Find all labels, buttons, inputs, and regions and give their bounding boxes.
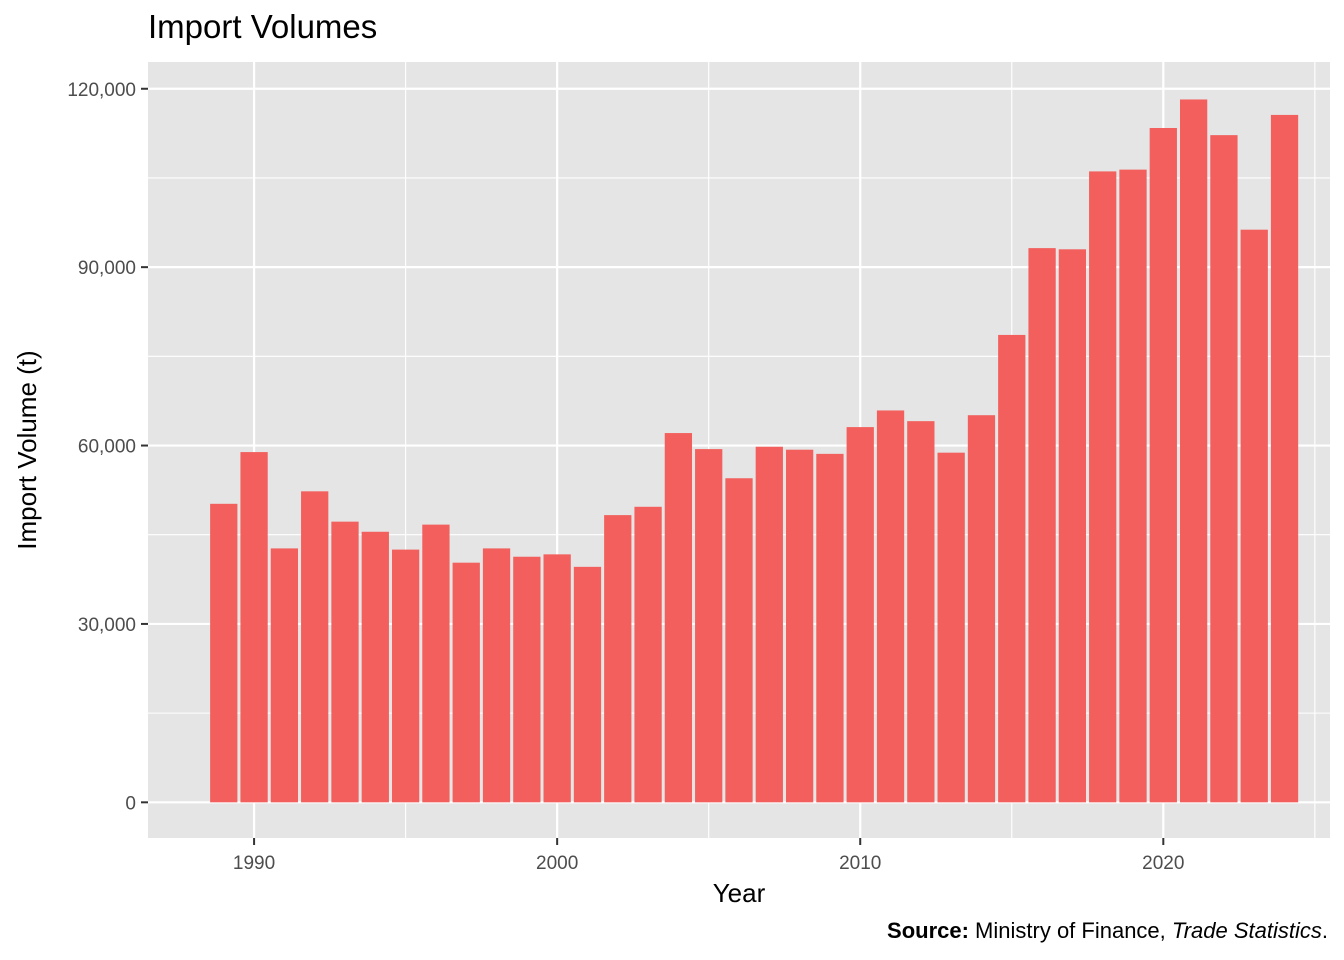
x-axis: 1990 2000 2010 2020 bbox=[233, 838, 1184, 874]
bar bbox=[240, 452, 268, 803]
chart-title: Import Volumes bbox=[148, 8, 378, 45]
bar bbox=[1240, 229, 1268, 803]
bar bbox=[270, 548, 299, 803]
bar bbox=[967, 415, 996, 803]
bar bbox=[725, 478, 753, 803]
bar bbox=[1119, 169, 1147, 803]
y-tick-label: 90,000 bbox=[78, 258, 136, 279]
bar bbox=[543, 554, 571, 803]
x-tick-label: 2020 bbox=[1142, 853, 1184, 874]
y-axis: 0 30,000 60,000 90,000 120,000 bbox=[67, 80, 148, 814]
y-tick-label: 60,000 bbox=[78, 437, 136, 458]
bar bbox=[634, 506, 662, 803]
bar bbox=[1028, 248, 1056, 803]
source-text: Ministry of Finance, bbox=[968, 918, 1172, 943]
bar bbox=[573, 566, 602, 803]
x-tick-label: 1990 bbox=[233, 853, 275, 874]
x-axis-title: Year bbox=[713, 878, 766, 908]
bar bbox=[452, 562, 480, 803]
bar bbox=[937, 452, 965, 803]
bar bbox=[846, 427, 874, 803]
bar bbox=[816, 453, 844, 803]
y-axis-title: Import Volume (t) bbox=[12, 350, 42, 549]
bar bbox=[422, 524, 450, 803]
bar bbox=[301, 491, 329, 803]
bar bbox=[604, 515, 632, 803]
bar bbox=[513, 556, 541, 803]
bar bbox=[785, 449, 814, 803]
bar bbox=[1058, 249, 1087, 803]
bar bbox=[391, 549, 420, 803]
bar bbox=[1210, 135, 1238, 803]
bar bbox=[755, 446, 783, 803]
x-tick-label: 2010 bbox=[839, 853, 881, 874]
bar bbox=[664, 433, 693, 803]
source-publication: Trade Statistics bbox=[1171, 918, 1322, 943]
bar bbox=[998, 334, 1026, 803]
bar bbox=[482, 548, 511, 803]
bar bbox=[331, 521, 359, 803]
bar bbox=[695, 449, 723, 803]
bar bbox=[1089, 171, 1117, 803]
y-tick-label: 0 bbox=[125, 793, 136, 814]
bar bbox=[1270, 114, 1299, 803]
bar bbox=[361, 531, 389, 803]
source-caption: Source: Ministry of Finance, Trade Stati… bbox=[887, 918, 1328, 944]
bars bbox=[210, 99, 1299, 803]
source-label: Source: bbox=[887, 918, 969, 943]
x-tick-label: 2000 bbox=[536, 853, 578, 874]
y-tick-label: 120,000 bbox=[67, 80, 136, 101]
source-end: . bbox=[1321, 918, 1328, 943]
y-tick-label: 30,000 bbox=[78, 615, 136, 636]
bar bbox=[210, 503, 238, 803]
bar bbox=[1179, 99, 1208, 803]
bar bbox=[876, 410, 905, 803]
bar bbox=[1149, 128, 1177, 803]
bar bbox=[907, 421, 935, 803]
